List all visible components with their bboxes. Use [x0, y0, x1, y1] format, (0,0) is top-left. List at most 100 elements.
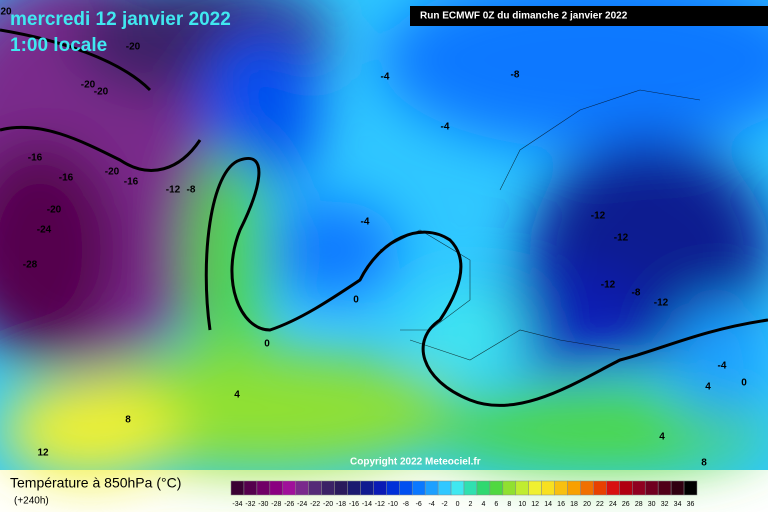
scale-swatch: [334, 480, 348, 496]
contour-label: 8: [701, 458, 707, 469]
contour-label: -4: [381, 72, 390, 83]
contour-label: -4: [361, 217, 370, 228]
contour-label: 4: [705, 382, 711, 393]
scale-swatch: [411, 480, 426, 496]
scale-swatch: [644, 480, 659, 496]
contour-label: -20: [126, 42, 141, 53]
scale-swatch: [476, 480, 491, 496]
scale-label: 6: [494, 501, 498, 508]
contour-label: 0: [741, 378, 747, 389]
contour-label: -20: [94, 87, 109, 98]
scale-label: 28: [635, 501, 643, 508]
scale-swatch: [437, 480, 452, 496]
scale-swatch: [256, 480, 271, 496]
scale-swatch: [632, 480, 646, 496]
scale-swatch: [295, 480, 309, 496]
scale-swatch: [554, 480, 568, 496]
scale-swatch: [450, 480, 465, 496]
scale-swatch: [424, 480, 439, 496]
scale-swatch: [683, 480, 698, 496]
scale-label: -26: [284, 501, 294, 508]
scale-swatch: [593, 480, 607, 496]
scale-label: -22: [310, 501, 320, 508]
scale-label: 34: [674, 501, 682, 508]
scale-swatch: [399, 480, 413, 496]
scale-label: 12: [531, 501, 539, 508]
contour-label: -16: [59, 173, 74, 184]
contour-label: -12: [601, 280, 616, 291]
scale-swatch: [360, 480, 374, 496]
date-title: mercredi 12 janvier 2022: [10, 9, 231, 30]
contour-label: 8: [125, 415, 131, 426]
contour-label: -8: [632, 288, 641, 299]
scale-swatch: [463, 480, 478, 496]
scale-label: -4: [429, 501, 435, 508]
scale-label: -6: [416, 501, 422, 508]
color-scale: -34 -32 -30 -28 -26 -24 -22 -20 -18 -16 -14 -12 -10-…: [230, 480, 698, 508]
scale-label: 18: [570, 501, 578, 508]
scale-label: 36: [687, 501, 695, 508]
scale-label: -24: [297, 501, 307, 508]
scale-label: 26: [622, 501, 630, 508]
scale-swatch: [619, 480, 633, 496]
scale-label: 8: [507, 501, 511, 508]
contour-label: -12: [591, 211, 606, 222]
scale-swatch: [230, 480, 245, 496]
scale-swatch: [515, 480, 529, 496]
scale-label: -12: [375, 501, 385, 508]
scale-swatch: [243, 480, 258, 496]
contour-label: 4: [659, 432, 665, 443]
scale-label: -20: [323, 501, 333, 508]
contour-label: -24: [37, 225, 52, 236]
scale-label: 32: [661, 501, 669, 508]
time-title: 1:00 locale: [10, 35, 107, 56]
contour-label: -20: [81, 80, 96, 91]
contour-label: -20: [105, 167, 120, 178]
run-box: [410, 6, 768, 26]
scale-swatch: [606, 480, 620, 496]
scale-label: 30: [648, 501, 656, 508]
contour-label: -20: [47, 205, 62, 216]
scale-swatch: [528, 480, 542, 496]
footer-lead: (+240h): [14, 496, 49, 507]
scale-label: 0: [456, 501, 460, 508]
contour-label: -8: [511, 70, 520, 81]
contour-label: -12: [166, 185, 181, 196]
contour-label: 0: [264, 339, 270, 350]
scale-label: -14: [362, 501, 372, 508]
scale-label: 14: [544, 501, 552, 508]
scale-label: -16: [349, 501, 359, 508]
scale-label: 4: [481, 501, 485, 508]
scale-swatch: [282, 480, 296, 496]
scale-swatch: [489, 480, 504, 496]
contour-label: 20: [0, 7, 12, 18]
footer-title: Température à 850hPa (°C): [10, 475, 181, 491]
contour-label: -12: [654, 298, 669, 309]
contour-label: 4: [234, 390, 240, 401]
scale-label: 16: [557, 501, 565, 508]
contour-label: 0: [353, 295, 359, 306]
scale-label: -34: [232, 501, 242, 508]
contour-label: -4: [441, 122, 450, 133]
contour-label: -8: [187, 185, 196, 196]
scale-swatch: [373, 480, 387, 496]
contour-label: 12: [37, 448, 49, 459]
scale-swatch: [657, 480, 672, 496]
scale-swatch: [269, 480, 284, 496]
scale-label: 24: [609, 501, 617, 508]
scale-label: -18: [336, 501, 346, 508]
scale-label: -10: [388, 501, 398, 508]
scale-swatch: [347, 480, 361, 496]
map: Copyright 2022 Meteociel.fr 20-20-20-20-…: [0, 0, 768, 480]
scale-swatch: [567, 480, 581, 496]
scale-swatch: [386, 480, 400, 496]
contour-label: -16: [124, 177, 139, 188]
scale-swatch: [580, 480, 594, 496]
scale-label: 22: [596, 501, 604, 508]
contour-label: -16: [28, 153, 43, 164]
contour-label: -12: [614, 233, 629, 244]
run-info: Run ECMWF 0Z du dimanche 2 janvier 2022: [420, 11, 628, 22]
scale-label: -28: [271, 501, 281, 508]
scale-swatch: [321, 480, 335, 496]
